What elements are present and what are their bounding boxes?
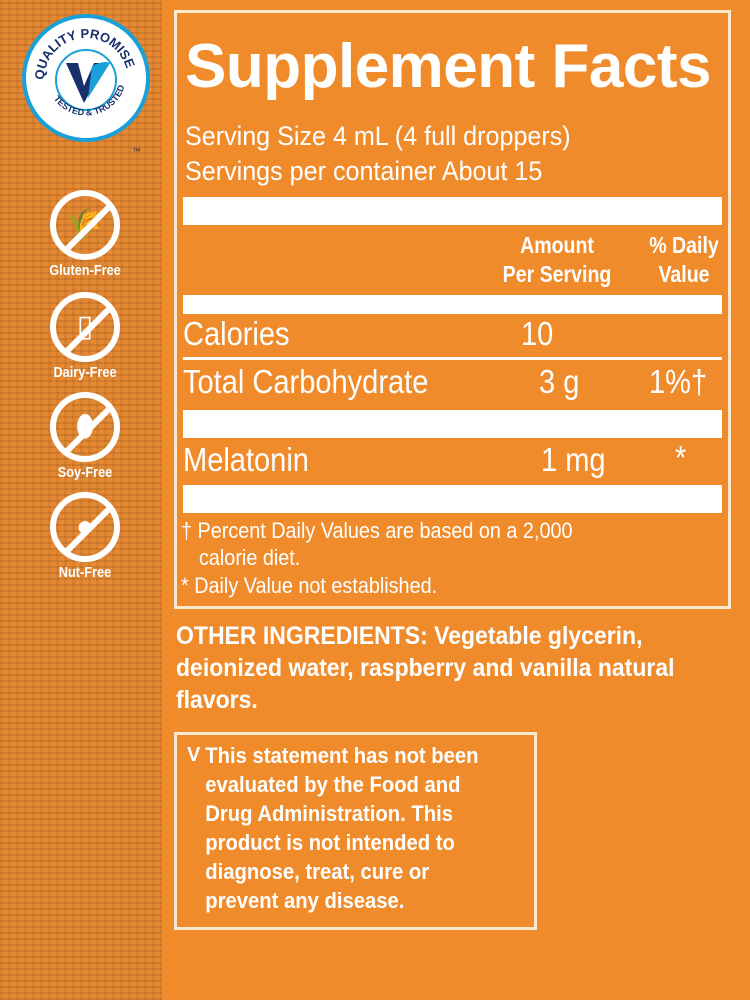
nutrient-name: Total Carbohydrate (183, 363, 429, 400)
daily-value-header: % Daily Value (649, 232, 719, 287)
divider-bar (183, 197, 722, 225)
gluten-free-badge: 🌾 Gluten-Free (40, 190, 130, 279)
nutrient-name: Melatonin (183, 441, 309, 478)
badge-label: Soy-Free (57, 464, 113, 481)
nutrient-amount: 3 g (539, 363, 580, 400)
facts-title: Supplement Facts (185, 32, 712, 101)
footnote-not-established: * Daily Value not established. (181, 573, 438, 598)
quality-promise-seal: QUALITY PROMISE TESTED & TRUSTED (22, 14, 150, 142)
divider-bar (183, 485, 722, 513)
footnote-daily-values-cont: calorie diet. (199, 545, 301, 570)
soybean-icon: ⬮ (50, 392, 120, 462)
amount-header: Amount Per Serving (502, 232, 612, 287)
soy-free-badge: ⬮ Soy-Free (40, 392, 130, 481)
footnote-daily-values: † Percent Daily Values are based on a 2,… (181, 518, 573, 543)
nutrient-dv: * (675, 439, 687, 476)
nutrient-name: Calories (183, 315, 290, 352)
v-logo-icon: QUALITY PROMISE TESTED & TRUSTED (32, 26, 138, 118)
fda-disclaimer-box: V This statement has not been evaluated … (174, 732, 537, 930)
other-ingredients-label: OTHER INGREDIENTS: (176, 622, 428, 650)
divider-bar (183, 295, 722, 314)
nutrient-amount: 1 mg (541, 441, 606, 478)
v-mark-icon: V (187, 744, 201, 766)
disclaimer-text: This statement has not been evaluated by… (205, 743, 479, 913)
nutrient-dv: 1%† (649, 363, 708, 400)
nutrient-amount: 10 (521, 315, 554, 352)
peanut-icon: ● (50, 492, 120, 562)
divider-bar (183, 410, 722, 438)
badge-label: Nut-Free (58, 564, 112, 581)
milk-bottle-icon: ▯ (50, 292, 120, 362)
nut-free-badge: ● Nut-Free (40, 492, 130, 581)
badge-label: Gluten-Free (49, 262, 121, 279)
dairy-free-badge: ▯ Dairy-Free (40, 292, 130, 381)
badge-label: Dairy-Free (53, 364, 117, 381)
other-ingredients: OTHER INGREDIENTS: Vegetable glycerin, d… (176, 620, 691, 716)
serving-size: Serving Size 4 mL (4 full droppers) (185, 121, 571, 151)
wheat-icon: 🌾 (50, 190, 120, 260)
other-ingredients-text: Vegetable glycerin, deionized water, ras… (176, 622, 675, 714)
servings-per-container: Servings per container About 15 (185, 156, 543, 186)
trademark: ™ (132, 146, 141, 156)
svg-text:QUALITY PROMISE: QUALITY PROMISE (32, 26, 138, 80)
supplement-facts-panel: Supplement Facts Serving Size 4 mL (4 fu… (174, 10, 731, 609)
divider-line (183, 357, 722, 360)
